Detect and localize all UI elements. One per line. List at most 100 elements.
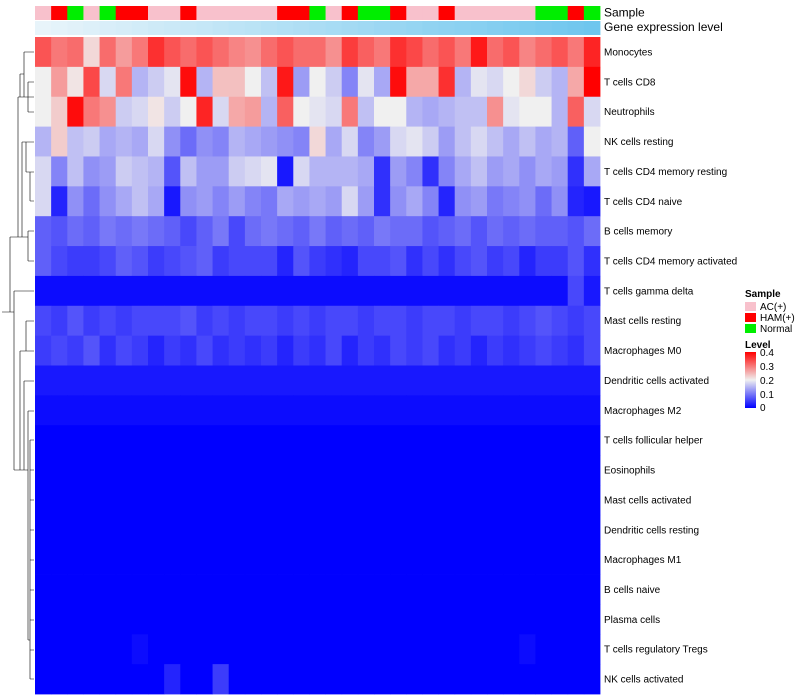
heatmap-cell — [567, 544, 585, 575]
heatmap-cell — [131, 395, 149, 426]
heatmap-cell — [261, 574, 278, 605]
heatmap-cell — [583, 186, 601, 217]
heatmap-cell — [293, 514, 310, 546]
heatmap-cell — [196, 634, 213, 665]
row-label: T cells CD4 memory activated — [604, 256, 737, 267]
heatmap-cell — [293, 66, 310, 98]
heatmap-cell — [422, 126, 439, 157]
gene-expression-annotation-cell — [519, 21, 536, 35]
heatmap-cell — [406, 484, 423, 516]
gene-expression-annotation-cell — [438, 21, 456, 35]
heatmap-cell — [228, 425, 246, 456]
heatmap-cell — [470, 126, 488, 157]
heatmap-cell — [164, 425, 181, 456]
heatmap-cell — [470, 186, 488, 217]
heatmap-cell — [261, 455, 278, 486]
heatmap-cell — [67, 634, 84, 665]
heatmap-cell — [196, 455, 213, 486]
sample-annotation-cell — [487, 6, 504, 20]
heatmap-cell — [406, 246, 423, 277]
heatmap-cell — [406, 305, 423, 337]
heatmap-cell — [277, 395, 294, 426]
heatmap-cell — [180, 484, 197, 516]
heatmap-cell — [164, 664, 181, 695]
heatmap-cell — [503, 604, 520, 635]
heatmap-cell — [261, 186, 278, 217]
heatmap-cell — [228, 186, 246, 217]
heatmap-cell — [115, 604, 133, 635]
heatmap-cell — [470, 275, 488, 307]
heatmap-cell — [309, 365, 326, 396]
heatmap-cell — [99, 186, 117, 217]
heatmap-cell — [83, 664, 100, 695]
heatmap-cell — [535, 395, 552, 426]
heatmap-cell — [325, 664, 343, 695]
heatmap-cell — [35, 484, 52, 516]
heatmap-cell — [567, 664, 585, 695]
heatmap-cell — [180, 664, 197, 695]
heatmap-cell — [228, 246, 246, 277]
heatmap-cell — [470, 216, 488, 247]
level-tick-0-1: 0.1 — [760, 390, 774, 401]
heatmap-cell — [357, 96, 375, 127]
heatmap-cell — [212, 305, 230, 337]
heatmap-cell — [131, 126, 149, 157]
heatmap-cell — [567, 186, 585, 217]
heatmap-cell — [438, 514, 456, 546]
heatmap-cell — [244, 484, 262, 516]
row-label: B cells naive — [604, 585, 661, 596]
heatmap-cell — [148, 335, 165, 366]
heatmap-cell — [519, 305, 536, 337]
heatmap-cell — [341, 514, 359, 546]
heatmap-cell — [357, 216, 375, 247]
row-label: T cells CD8 — [604, 77, 656, 88]
heatmap-cell — [277, 425, 294, 456]
heatmap-cell — [454, 305, 472, 337]
heatmap-cell — [228, 216, 246, 247]
heatmap-cell — [196, 156, 213, 187]
heatmap-cell — [115, 96, 133, 127]
heatmap-cell — [390, 425, 407, 456]
heatmap-cells — [35, 37, 601, 695]
row-label: T cells regulatory Tregs — [604, 645, 708, 656]
heatmap-cell — [164, 484, 181, 516]
gene-expression-annotation-cell — [51, 21, 68, 35]
heatmap-cell — [277, 664, 294, 695]
heatmap-cell — [325, 216, 343, 247]
sample-annotation-cell — [374, 6, 391, 20]
heatmap-cell — [535, 335, 552, 366]
heatmap-cell — [131, 66, 149, 98]
heatmap-cell — [422, 305, 439, 337]
heatmap-cell — [357, 335, 375, 366]
heatmap-cell — [35, 455, 52, 486]
heatmap-cell — [535, 156, 552, 187]
heatmap-cell — [551, 514, 569, 546]
heatmap-cell — [519, 365, 536, 396]
heatmap-cell — [454, 66, 472, 98]
heatmap-cell — [390, 66, 407, 98]
heatmap-cell — [583, 126, 601, 157]
heatmap-cell — [519, 544, 536, 575]
heatmap-cell — [309, 425, 326, 456]
heatmap-cell — [470, 484, 488, 516]
heatmap-cell — [438, 365, 456, 396]
heatmap-cell — [196, 246, 213, 277]
heatmap-cell — [115, 335, 133, 366]
sample-annotation-cell — [83, 6, 100, 20]
heatmap-cell — [390, 574, 407, 605]
heatmap-cell — [470, 634, 488, 665]
heatmap-cell — [164, 574, 181, 605]
sample-annotation-bar — [35, 6, 601, 20]
row-labels: Monocytes T cells CD8 Neutrophils NK cells … — [604, 47, 737, 685]
heatmap-cell — [406, 425, 423, 456]
heatmap-cell — [293, 216, 310, 247]
heatmap-cell — [422, 216, 439, 247]
heatmap-cell — [454, 246, 472, 277]
heatmap-cell — [293, 335, 310, 366]
heatmap-cell — [148, 484, 165, 516]
heatmap-cell — [567, 156, 585, 187]
heatmap-cell — [228, 514, 246, 546]
heatmap-cell — [341, 126, 359, 157]
heatmap-cell — [115, 484, 133, 516]
heatmap-cell — [228, 664, 246, 695]
